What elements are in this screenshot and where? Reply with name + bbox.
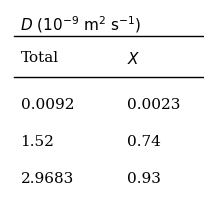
Text: 0.93: 0.93 (126, 171, 160, 185)
Text: $D\ (10^{-9}\ \mathrm{m^{2}\ s^{-1}})$: $D\ (10^{-9}\ \mathrm{m^{2}\ s^{-1}})$ (20, 14, 141, 35)
Text: 0.0023: 0.0023 (126, 98, 180, 112)
Text: 0.74: 0.74 (126, 135, 160, 149)
Text: Total: Total (20, 51, 58, 65)
Text: 1.52: 1.52 (20, 135, 54, 149)
Text: 2.9683: 2.9683 (20, 171, 73, 185)
Text: 0.0092: 0.0092 (20, 98, 74, 112)
Text: $X$: $X$ (126, 51, 140, 67)
